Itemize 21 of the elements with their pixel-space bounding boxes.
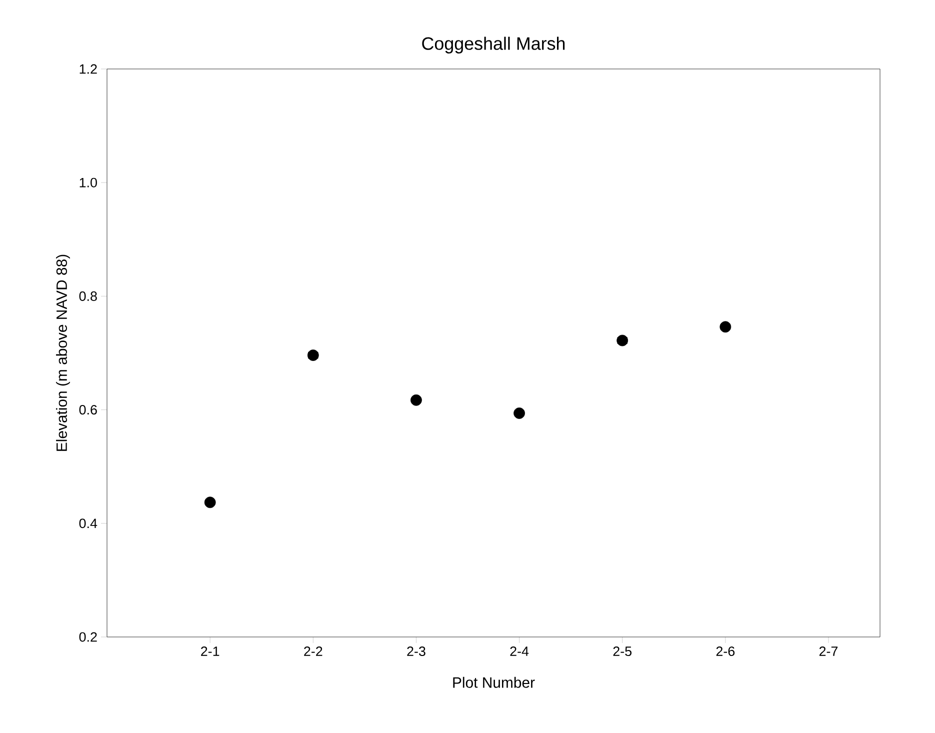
y-tick-label: 0.2 xyxy=(79,632,97,642)
y-axis-title: Elevation (m above NAVD 88) xyxy=(56,254,70,451)
point xyxy=(410,394,422,406)
y-tick-label: 0.8 xyxy=(79,291,97,301)
x-tick-label: 2-7 xyxy=(819,646,838,656)
point xyxy=(720,321,732,333)
y-tick-label: 1.0 xyxy=(80,178,97,188)
x-axis-title: Plot Number xyxy=(453,676,535,688)
x-tick-label: 2-6 xyxy=(716,646,735,656)
chart-title: Coggeshall Marsh xyxy=(422,36,565,54)
x-tick-label: 2-4 xyxy=(510,646,529,656)
x-tick-label: 2-2 xyxy=(304,646,322,656)
point xyxy=(514,407,525,419)
point xyxy=(616,334,628,346)
x-tick-label: 2-3 xyxy=(407,646,426,656)
y-tick-label: 0.4 xyxy=(79,518,98,528)
x-tick-label: 2-1 xyxy=(201,646,220,656)
x-tick-label: 2-5 xyxy=(613,646,632,656)
y-tick-label: 1.2 xyxy=(80,64,97,74)
y-tick-label: 0.6 xyxy=(79,405,97,415)
point xyxy=(204,496,216,508)
